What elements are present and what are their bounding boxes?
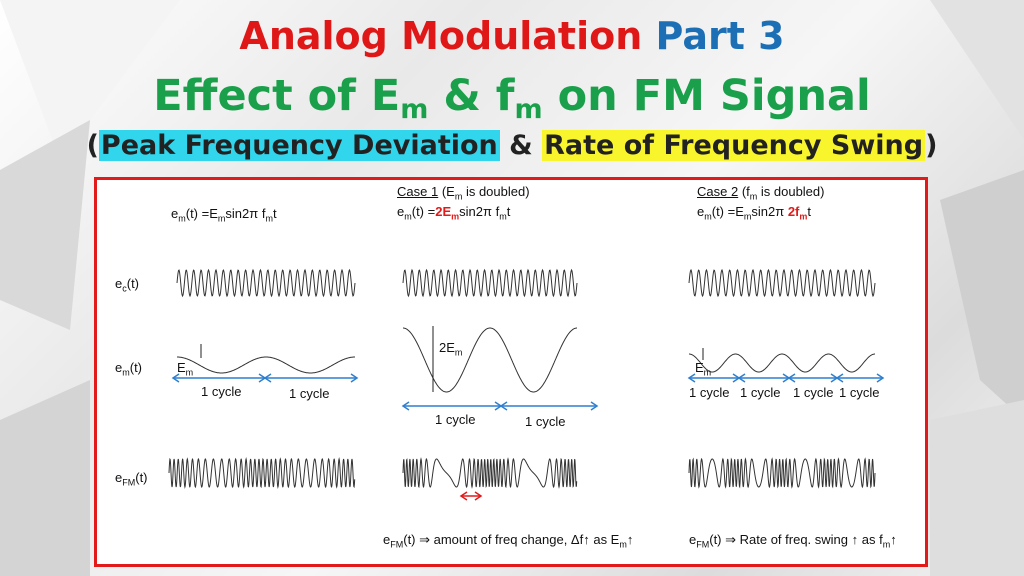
- col3-cycle-arrow-4-head-right: [876, 373, 885, 383]
- col3-cycle-arrow-4-head-left: [835, 373, 844, 383]
- col1-fm-wave: [168, 457, 356, 489]
- title-analog-modulation: Analog Modulation: [239, 14, 643, 58]
- col3-carrier-wave: [688, 268, 876, 298]
- case1-note: eFM(t) ⇒ amount of freq change, Δf↑ as E…: [383, 532, 634, 550]
- col3-fm-wave: [688, 457, 876, 489]
- col3-cycle-label-2: 1 cycle: [740, 385, 781, 400]
- col2-cycle-label-1: 1 cycle: [435, 412, 476, 427]
- title-2-sub2: m: [514, 94, 543, 125]
- title-3-close: ): [925, 130, 938, 161]
- col1-message-wave: [177, 356, 355, 374]
- case2-heading: Case 2 (fm is doubled): [697, 184, 825, 202]
- col3-message-wave: [689, 353, 875, 373]
- col3-cycle-arrow-2-head-left: [737, 373, 746, 383]
- col1-cycle-label-1: 1 cycle: [201, 384, 242, 399]
- case1-equation: em(t) =2Emsin2π fmt: [397, 204, 511, 222]
- title-line-2: Effect of Em & fm on FM Signal: [0, 70, 1024, 136]
- title-2-c: on FM Signal: [542, 71, 871, 121]
- col2-deviation-marker-head-right: [474, 491, 483, 501]
- title-2-b: & f: [428, 71, 515, 121]
- peak-frequency-deviation-highlight: Peak Frequency Deviation: [98, 130, 500, 161]
- col2-carrier-wave: [402, 268, 578, 298]
- col2-cycle-label-2: 1 cycle: [525, 414, 566, 429]
- case2-equation: em(t) =Emsin2π 2fmt: [697, 204, 812, 222]
- col3-amplitude-label: Em: [695, 360, 712, 378]
- case2-note: eFM(t) ⇒ Rate of freq. swing ↑ as fm↑: [689, 532, 897, 550]
- col3-cycle-arrow-1-head-left: [687, 373, 696, 383]
- col1-cycle-label-2: 1 cycle: [289, 386, 330, 401]
- title-3-mid: &: [499, 130, 543, 161]
- col2-cycle-arrow-2-head-right: [590, 401, 599, 411]
- col2-amplitude-label: 2Em: [439, 340, 463, 358]
- title-part-3: Part 3: [655, 14, 785, 58]
- row-label-em: em(t): [115, 360, 143, 378]
- col1-equation: em(t) =Emsin2π fmt: [171, 206, 277, 224]
- title-3-open: (: [86, 130, 99, 161]
- waveform-canvas: [168, 268, 885, 501]
- col1-cycle-arrow-2-head-left: [263, 373, 272, 383]
- title-2-sub1: m: [400, 94, 429, 125]
- col2-fm-wave: [402, 457, 578, 489]
- title-2-a: Effect of E: [153, 71, 401, 121]
- col3-cycle-label-4: 1 cycle: [839, 385, 880, 400]
- col3-cycle-label-1: 1 cycle: [689, 385, 730, 400]
- col2-deviation-marker-head-left: [459, 491, 468, 501]
- col1-carrier-wave: [176, 268, 356, 298]
- col1-amplitude-label: Em: [177, 360, 194, 378]
- diagram-panel: em(t) =Emsin2π fmt Case 1 (Em is doubled…: [94, 177, 928, 567]
- col3-cycle-label-3: 1 cycle: [793, 385, 834, 400]
- row-label-efm: eFM(t): [115, 470, 148, 488]
- title-line-1: Analog Modulation Part 3: [0, 14, 1024, 58]
- row-label-ec: ec(t): [115, 276, 140, 294]
- case1-heading: Case 1 (Em is doubled): [397, 184, 530, 202]
- col2-message-wave: [403, 327, 577, 393]
- col1-cycle-arrow-1-head-left: [171, 373, 180, 383]
- title-line-3: (Peak Frequency Deviation & Rate of Freq…: [0, 128, 1024, 164]
- col3-cycle-arrow-3-head-left: [787, 373, 796, 383]
- col2-cycle-arrow-2-head-left: [499, 401, 508, 411]
- rate-of-frequency-swing-highlight: Rate of Frequency Swing: [542, 130, 926, 161]
- col1-cycle-arrow-2-head-right: [350, 373, 359, 383]
- col2-cycle-arrow-1-head-left: [401, 401, 410, 411]
